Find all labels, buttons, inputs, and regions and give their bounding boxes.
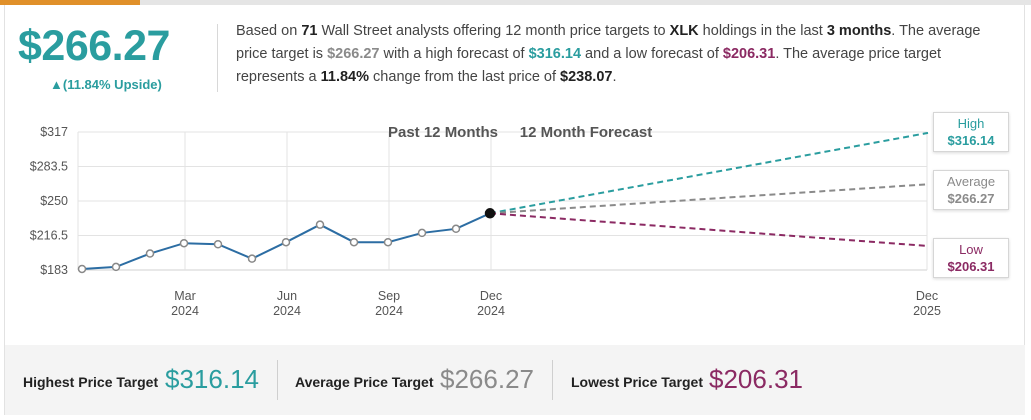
x-tick-month: Sep — [378, 289, 400, 303]
forecast-high-label: High — [957, 116, 985, 131]
x-tick-month: Dec — [480, 289, 502, 303]
history-point — [383, 237, 393, 247]
forecast-low-line — [489, 212, 929, 247]
forecast-average-line — [489, 183, 929, 215]
highest-target-value: $316.14 — [165, 364, 259, 394]
top-progress-bar — [0, 0, 1031, 5]
x-tick-year: 2024 — [171, 304, 199, 318]
forecast-high-box: High $316.14 — [933, 112, 1009, 152]
y-tick-label: $250 — [40, 194, 68, 208]
history-point — [77, 264, 87, 274]
y-tick-label: $283.5 — [30, 160, 68, 174]
forecast-lines — [489, 131, 929, 247]
history-point — [179, 238, 189, 248]
average-target-label: Average Price Target — [295, 374, 434, 390]
top-progress-accent — [0, 0, 140, 5]
x-tick-year: 2024 — [273, 304, 301, 318]
x-tick-year: 2025 — [913, 304, 941, 318]
history-point — [281, 237, 291, 247]
analyst-summary: Based on 71 Wall Street analysts offerin… — [236, 23, 981, 85]
header-divider — [217, 24, 218, 92]
history-point — [315, 220, 325, 229]
forecast-high-line — [489, 131, 929, 215]
history-point — [247, 254, 257, 263]
upside-badge: ▲(11.84% Upside) — [50, 77, 162, 92]
x-tick-month: Dec — [916, 289, 938, 303]
chart-grid — [77, 131, 928, 271]
last-price-point — [484, 208, 496, 219]
lowest-target-label: Lowest Price Target — [571, 374, 704, 390]
y-tick-label: $183 — [40, 263, 68, 277]
price-chart: $317$283.5$250$216.5$183 Mar2024Jun2024S… — [30, 124, 941, 318]
forecast-low-label: Low — [959, 242, 983, 257]
history-point — [451, 224, 461, 234]
forecast-high-value: $316.14 — [947, 133, 995, 148]
history-series — [77, 208, 496, 274]
lowest-target-value: $206.31 — [709, 364, 803, 394]
forecast-average-label: Average — [946, 174, 996, 189]
summary-high: $316.14 — [528, 46, 582, 62]
highest-target-label: Highest Price Target — [23, 374, 159, 390]
x-tick-year: 2024 — [477, 304, 505, 318]
history-point — [349, 237, 359, 247]
y-tick-label: $216.5 — [30, 229, 68, 243]
summary-change: 11.84% — [320, 69, 370, 85]
history-point — [213, 240, 223, 249]
analyst-count: 71 — [301, 23, 318, 39]
forecast-low-box: Low $206.31 — [933, 238, 1009, 278]
history-point — [417, 228, 427, 238]
average-target-value: $266.27 — [440, 364, 534, 394]
summary-average: $266.27 — [327, 46, 380, 62]
x-tick-month: Jun — [277, 289, 297, 303]
y-tick-label: $317 — [40, 125, 68, 139]
period-text: 3 months — [826, 23, 892, 39]
forecast-average-box: Average $266.27 — [933, 170, 1009, 210]
legend-past-12-months: Past 12 Months — [388, 124, 498, 141]
footer-divider-2 — [552, 360, 553, 400]
forecast-average-value: $266.27 — [947, 191, 995, 206]
history-point — [145, 249, 155, 258]
average-price-target: $266.27 — [18, 22, 170, 70]
history-point — [111, 262, 121, 272]
price-target-footer — [5, 345, 1025, 415]
summary-low: $206.31 — [722, 46, 776, 62]
legend-12-month-forecast: 12 Month Forecast — [520, 124, 653, 141]
x-tick-month: Mar — [174, 289, 196, 303]
footer-divider-1 — [277, 360, 278, 400]
forecast-low-value: $206.31 — [947, 259, 995, 274]
summary-last-price: $238.07 — [560, 69, 613, 85]
ticker-symbol: XLK — [669, 23, 699, 39]
x-tick-year: 2024 — [375, 304, 403, 318]
y-axis-labels: $317 $283.5 $250 $216.5 $183 — [30, 125, 68, 277]
